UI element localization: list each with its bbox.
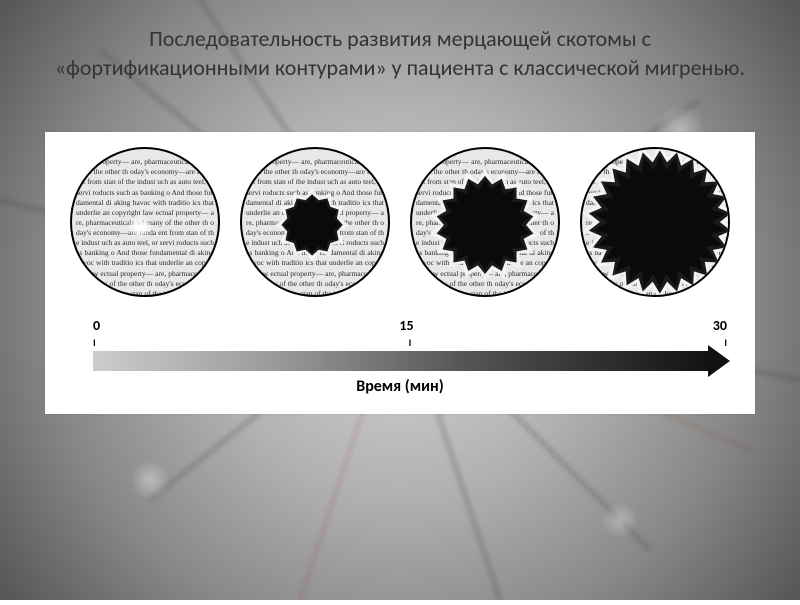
timeline: 0 15 30 I I I Время (мин) <box>65 309 735 396</box>
timeline-arrow <box>93 351 727 371</box>
scotoma-stage-4: ectual property— are, pharmaceuticals nd… <box>580 147 730 297</box>
figure-panel: ectual property— are, pharmaceuticals nd… <box>45 132 755 414</box>
scotoma-stage-3: ectual property— are, pharmaceuticals nd… <box>410 147 560 297</box>
scotoma-stage-2: ectual property— are, pharmaceuticals nd… <box>240 147 390 297</box>
slide-title: Последовательность развития мерцающей ск… <box>0 0 800 97</box>
scotoma-overlay <box>412 149 558 295</box>
time-mid: 15 <box>399 317 413 334</box>
arrowhead-icon <box>708 345 730 377</box>
timeline-caption: Время (мин) <box>65 377 735 396</box>
scotoma-overlay <box>582 149 728 295</box>
tick: I <box>409 336 412 349</box>
timeline-gradient-bar <box>93 351 712 371</box>
timeline-ticks: I I I <box>65 336 735 349</box>
time-end: 30 <box>713 317 727 334</box>
scotoma-stage-1: ectual property— are, pharmaceuticals nd… <box>70 147 220 297</box>
scotoma-overlay <box>72 149 218 295</box>
scotoma-overlay <box>242 149 388 295</box>
scotoma-stages-row: ectual property— are, pharmaceuticals nd… <box>65 147 735 309</box>
tick: I <box>93 336 96 349</box>
time-start: 0 <box>93 317 100 334</box>
timeline-labels: 0 15 30 <box>65 317 735 334</box>
